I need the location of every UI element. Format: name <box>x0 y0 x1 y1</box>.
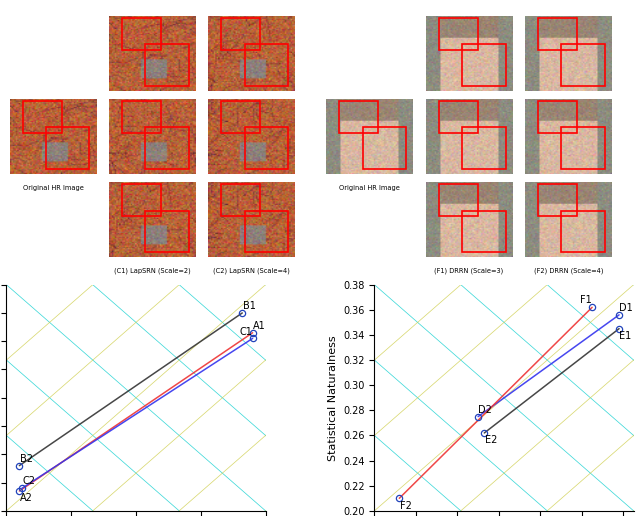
Text: B1: B1 <box>243 301 255 311</box>
Text: Original HR Image: Original HR Image <box>339 185 400 190</box>
Text: E2: E2 <box>484 435 497 445</box>
Text: A1: A1 <box>253 321 266 331</box>
Text: (E2) DCSCN (Scale=4): (E2) DCSCN (Scale=4) <box>531 185 605 191</box>
Text: (E1) DCSCN (Scale=3): (E1) DCSCN (Scale=3) <box>432 185 506 191</box>
Text: (D2) VDSR (Scale=4): (D2) VDSR (Scale=4) <box>534 101 604 108</box>
Text: (A1) VDSR (Scale=2): (A1) VDSR (Scale=2) <box>118 101 187 108</box>
Y-axis label: Statistical Naturalness: Statistical Naturalness <box>328 335 337 461</box>
Text: (A2) VDSR (Scale=4): (A2) VDSR (Scale=4) <box>217 101 286 108</box>
Text: D2: D2 <box>478 405 492 415</box>
Text: (B2) VGGNet (Scale=4): (B2) VGGNet (Scale=4) <box>213 185 291 191</box>
Text: F1: F1 <box>580 296 592 305</box>
Text: (F1) DRRN (Scale=3): (F1) DRRN (Scale=3) <box>435 268 504 275</box>
Text: F2: F2 <box>399 501 412 510</box>
Text: (C1) LapSRN (Scale=2): (C1) LapSRN (Scale=2) <box>114 268 191 275</box>
Text: C2: C2 <box>22 476 35 487</box>
Text: Original HR Image: Original HR Image <box>22 185 83 190</box>
Text: (C2) LapSRN (Scale=4): (C2) LapSRN (Scale=4) <box>213 268 290 275</box>
Text: E1: E1 <box>620 331 632 341</box>
Text: D1: D1 <box>620 303 633 313</box>
Text: (F2) DRRN (Scale=4): (F2) DRRN (Scale=4) <box>534 268 603 275</box>
Text: B2: B2 <box>20 454 33 464</box>
Text: (B1) VGGNet (Scale=2): (B1) VGGNet (Scale=2) <box>114 185 191 191</box>
Text: A2: A2 <box>20 493 33 503</box>
Text: C1: C1 <box>239 327 252 336</box>
Text: (D1) VDSR (Scale=3): (D1) VDSR (Scale=3) <box>434 101 504 108</box>
